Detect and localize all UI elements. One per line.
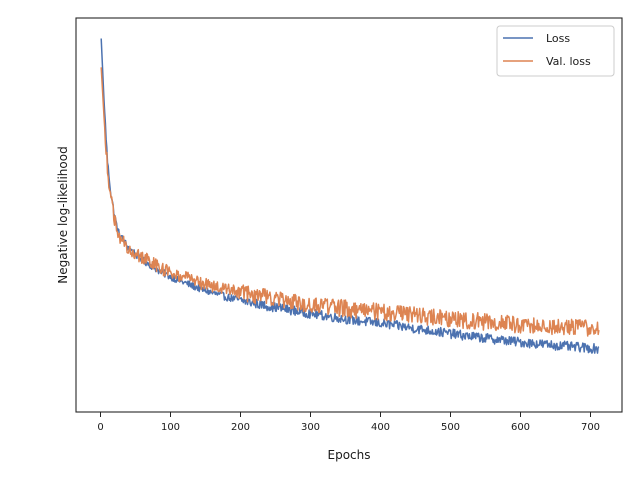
plot-frame: [75, 17, 623, 413]
x-tick-label: 100: [161, 422, 180, 433]
legend: Loss Val. loss: [496, 25, 615, 77]
series-layer: [100, 38, 600, 354]
x-tick-label: 600: [511, 422, 530, 433]
legend-label-loss: Loss: [546, 32, 570, 45]
series-line-val-loss: [100, 67, 600, 337]
x-tick-label: 0: [97, 422, 103, 433]
x-tick-label: 700: [581, 422, 600, 433]
x-tick-label: 200: [231, 422, 250, 433]
x-tick-label: 400: [371, 422, 390, 433]
x-tick-label: 300: [301, 422, 320, 433]
x-axis-label: Epochs: [328, 448, 371, 462]
y-axis-label: Negative log-likelihood: [56, 146, 70, 283]
x-axis: 0 100 200 300 400 500 600 700: [97, 412, 600, 433]
legend-label-val-loss: Val. loss: [546, 55, 591, 68]
x-tick-label: 500: [441, 422, 460, 433]
series-line-loss: [100, 38, 600, 354]
